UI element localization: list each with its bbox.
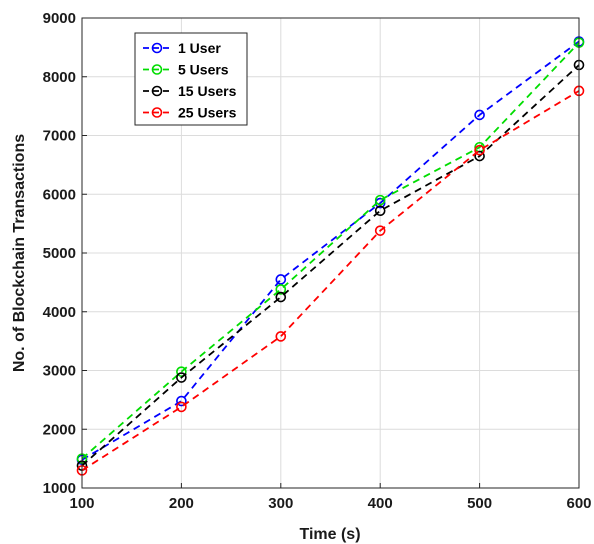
data-point-1-user bbox=[474, 109, 485, 121]
data-point-1-user bbox=[176, 395, 187, 407]
series-5-users bbox=[76, 37, 585, 464]
data-point-25-users bbox=[474, 144, 485, 156]
legend-marker bbox=[151, 42, 163, 54]
y-tick-label: 8000 bbox=[43, 69, 76, 86]
data-point-5-users bbox=[176, 366, 187, 377]
legend: 1 User 5 Users 15 Users 25 Users bbox=[134, 32, 248, 126]
y-tick-label: 9000 bbox=[43, 10, 76, 27]
y-tick-label: 7000 bbox=[43, 128, 76, 145]
legend-marker bbox=[151, 85, 163, 97]
series-line-25-users bbox=[81, 90, 580, 472]
x-tick-label: 100 bbox=[69, 495, 94, 512]
y-axis-title: No. of Blockchain Transactions bbox=[11, 134, 28, 372]
y-tick-label: 3000 bbox=[43, 363, 76, 380]
data-point-25-users bbox=[176, 401, 187, 413]
legend-entry-15-users: 15 Users bbox=[143, 83, 237, 99]
legend-entry-25-users: 25 Users bbox=[143, 105, 237, 121]
series-line-1-user bbox=[81, 40, 580, 461]
x-tick-label: 300 bbox=[268, 495, 293, 512]
legend-entry-1-user: 1 User bbox=[143, 40, 221, 56]
y-tick-label: 5000 bbox=[43, 245, 76, 262]
data-point-1-user bbox=[275, 274, 287, 285]
legend-label: 25 Users bbox=[178, 105, 237, 121]
data-point-5-users bbox=[275, 284, 287, 295]
legend-label: 15 Users bbox=[178, 83, 237, 99]
legend-entry-5-users: 5 Users bbox=[143, 62, 229, 78]
legend-marker bbox=[151, 64, 163, 75]
y-tick-label: 6000 bbox=[43, 186, 76, 203]
data-point-15-users bbox=[374, 205, 386, 216]
x-tick-label: 200 bbox=[169, 495, 194, 512]
y-tick-label: 4000 bbox=[43, 304, 76, 321]
x-tick-label: 400 bbox=[368, 495, 393, 512]
data-point-15-users bbox=[474, 150, 485, 162]
data-point-25-users bbox=[374, 225, 386, 236]
x-tick-label: 600 bbox=[566, 495, 591, 512]
legend-label: 5 Users bbox=[178, 62, 229, 78]
series-line-5-users bbox=[81, 42, 580, 460]
y-tick-label: 2000 bbox=[43, 421, 76, 438]
data-point-15-users bbox=[275, 291, 287, 303]
legend-label: 1 User bbox=[178, 40, 221, 56]
tick-labels: 1000 2000 3000 4000 5000 6000 7000 8000 9000 100 2… bbox=[43, 10, 592, 512]
x-tick-label: 500 bbox=[467, 495, 492, 512]
x-axis-title: Time (s) bbox=[299, 526, 360, 543]
series-layer bbox=[76, 36, 585, 476]
series-25-users bbox=[76, 85, 585, 476]
y-tick-label: 1000 bbox=[43, 480, 76, 497]
data-point-5-users bbox=[374, 194, 386, 206]
data-point-15-users bbox=[176, 372, 187, 383]
data-point-25-users bbox=[275, 331, 287, 342]
legend-marker bbox=[151, 107, 163, 118]
